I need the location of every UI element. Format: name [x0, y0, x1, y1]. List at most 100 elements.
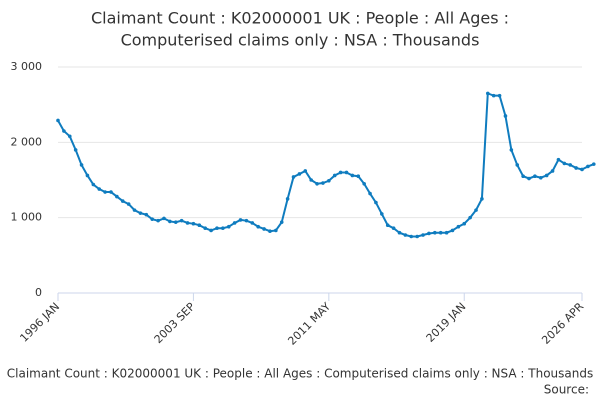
point: [332, 173, 337, 178]
point: [533, 174, 537, 179]
point: [73, 148, 78, 152]
point: [197, 223, 202, 227]
point: [162, 216, 166, 221]
point: [562, 161, 567, 166]
point: [356, 174, 361, 179]
point: [274, 228, 278, 233]
point: [468, 215, 472, 220]
point: [321, 181, 325, 185]
point: [456, 224, 461, 229]
point: [291, 175, 296, 179]
point: [538, 175, 543, 180]
point: [150, 217, 155, 221]
point: [85, 173, 90, 178]
point: [315, 181, 319, 186]
y-tick-label: 0: [35, 286, 42, 299]
point: [515, 163, 520, 167]
point: [173, 220, 178, 224]
point: [480, 197, 484, 201]
point: [97, 187, 102, 191]
point: [303, 169, 308, 173]
point: [368, 191, 372, 196]
point: [433, 230, 437, 235]
point: [409, 234, 414, 239]
point: [191, 221, 196, 226]
point: [168, 219, 172, 224]
point: [232, 221, 237, 225]
point: [397, 230, 402, 235]
x-tick-label: 1996 JAN: [17, 300, 62, 345]
point: [103, 190, 107, 194]
point: [374, 200, 378, 205]
point: [79, 163, 84, 167]
y-tick-label: 2 000: [11, 135, 43, 148]
point: [568, 163, 573, 167]
x-tick-label: 2011 MAY: [285, 300, 333, 348]
point: [462, 221, 467, 226]
chart-title: Computerised claims only : NSA : Thousan…: [121, 31, 480, 50]
point: [285, 197, 290, 201]
point: [203, 226, 207, 231]
point: [362, 181, 366, 186]
point: [550, 169, 555, 173]
point: [444, 230, 449, 235]
point: [185, 221, 190, 225]
point: [215, 226, 219, 231]
point: [67, 134, 72, 139]
point: [209, 228, 213, 233]
point: [485, 91, 490, 96]
point: [109, 190, 113, 194]
line: [57, 91, 595, 238]
point: [574, 166, 578, 170]
point: [403, 233, 408, 237]
point: [474, 208, 478, 212]
point: [226, 224, 231, 229]
source: Source:: [544, 383, 589, 397]
point: [327, 178, 331, 183]
point: [338, 170, 343, 175]
point: [132, 208, 137, 212]
chart-title: Claimant Count : K02000001 UK : People :…: [91, 9, 509, 28]
point: [221, 226, 225, 231]
point: [250, 221, 255, 225]
point: [591, 162, 596, 166]
point: [491, 93, 496, 98]
point: [156, 218, 160, 223]
point: [544, 173, 549, 178]
point: [509, 148, 514, 152]
point: [297, 172, 302, 176]
point: [497, 93, 502, 98]
point: [256, 224, 260, 229]
point: [450, 228, 455, 233]
point: [115, 194, 119, 199]
y-tick-label: 3 000: [11, 60, 43, 73]
point: [580, 167, 584, 172]
y-tick-label: 1 000: [11, 211, 43, 224]
point: [120, 199, 125, 203]
point: [279, 220, 284, 224]
point: [427, 231, 431, 236]
point: [438, 230, 443, 235]
point: [421, 233, 425, 237]
point: [586, 164, 590, 169]
point: [385, 223, 390, 227]
point: [309, 178, 313, 182]
x-tick-label: 2026 APR: [539, 300, 586, 347]
point: [350, 173, 355, 178]
point: [527, 176, 531, 181]
footer-title: Claimant Count : K02000001 UK : People :…: [7, 367, 593, 381]
point: [268, 229, 272, 234]
x-tick-label: 2003 SEP: [152, 300, 198, 346]
point: [126, 202, 131, 206]
point: [244, 218, 249, 223]
point: [91, 182, 96, 187]
point: [62, 129, 66, 133]
x-tick-label: 2019 JAN: [424, 300, 469, 345]
point: [238, 218, 243, 222]
point: [521, 174, 525, 179]
point: [556, 157, 561, 162]
point: [391, 226, 396, 231]
point: [415, 234, 419, 239]
point: [344, 170, 349, 175]
